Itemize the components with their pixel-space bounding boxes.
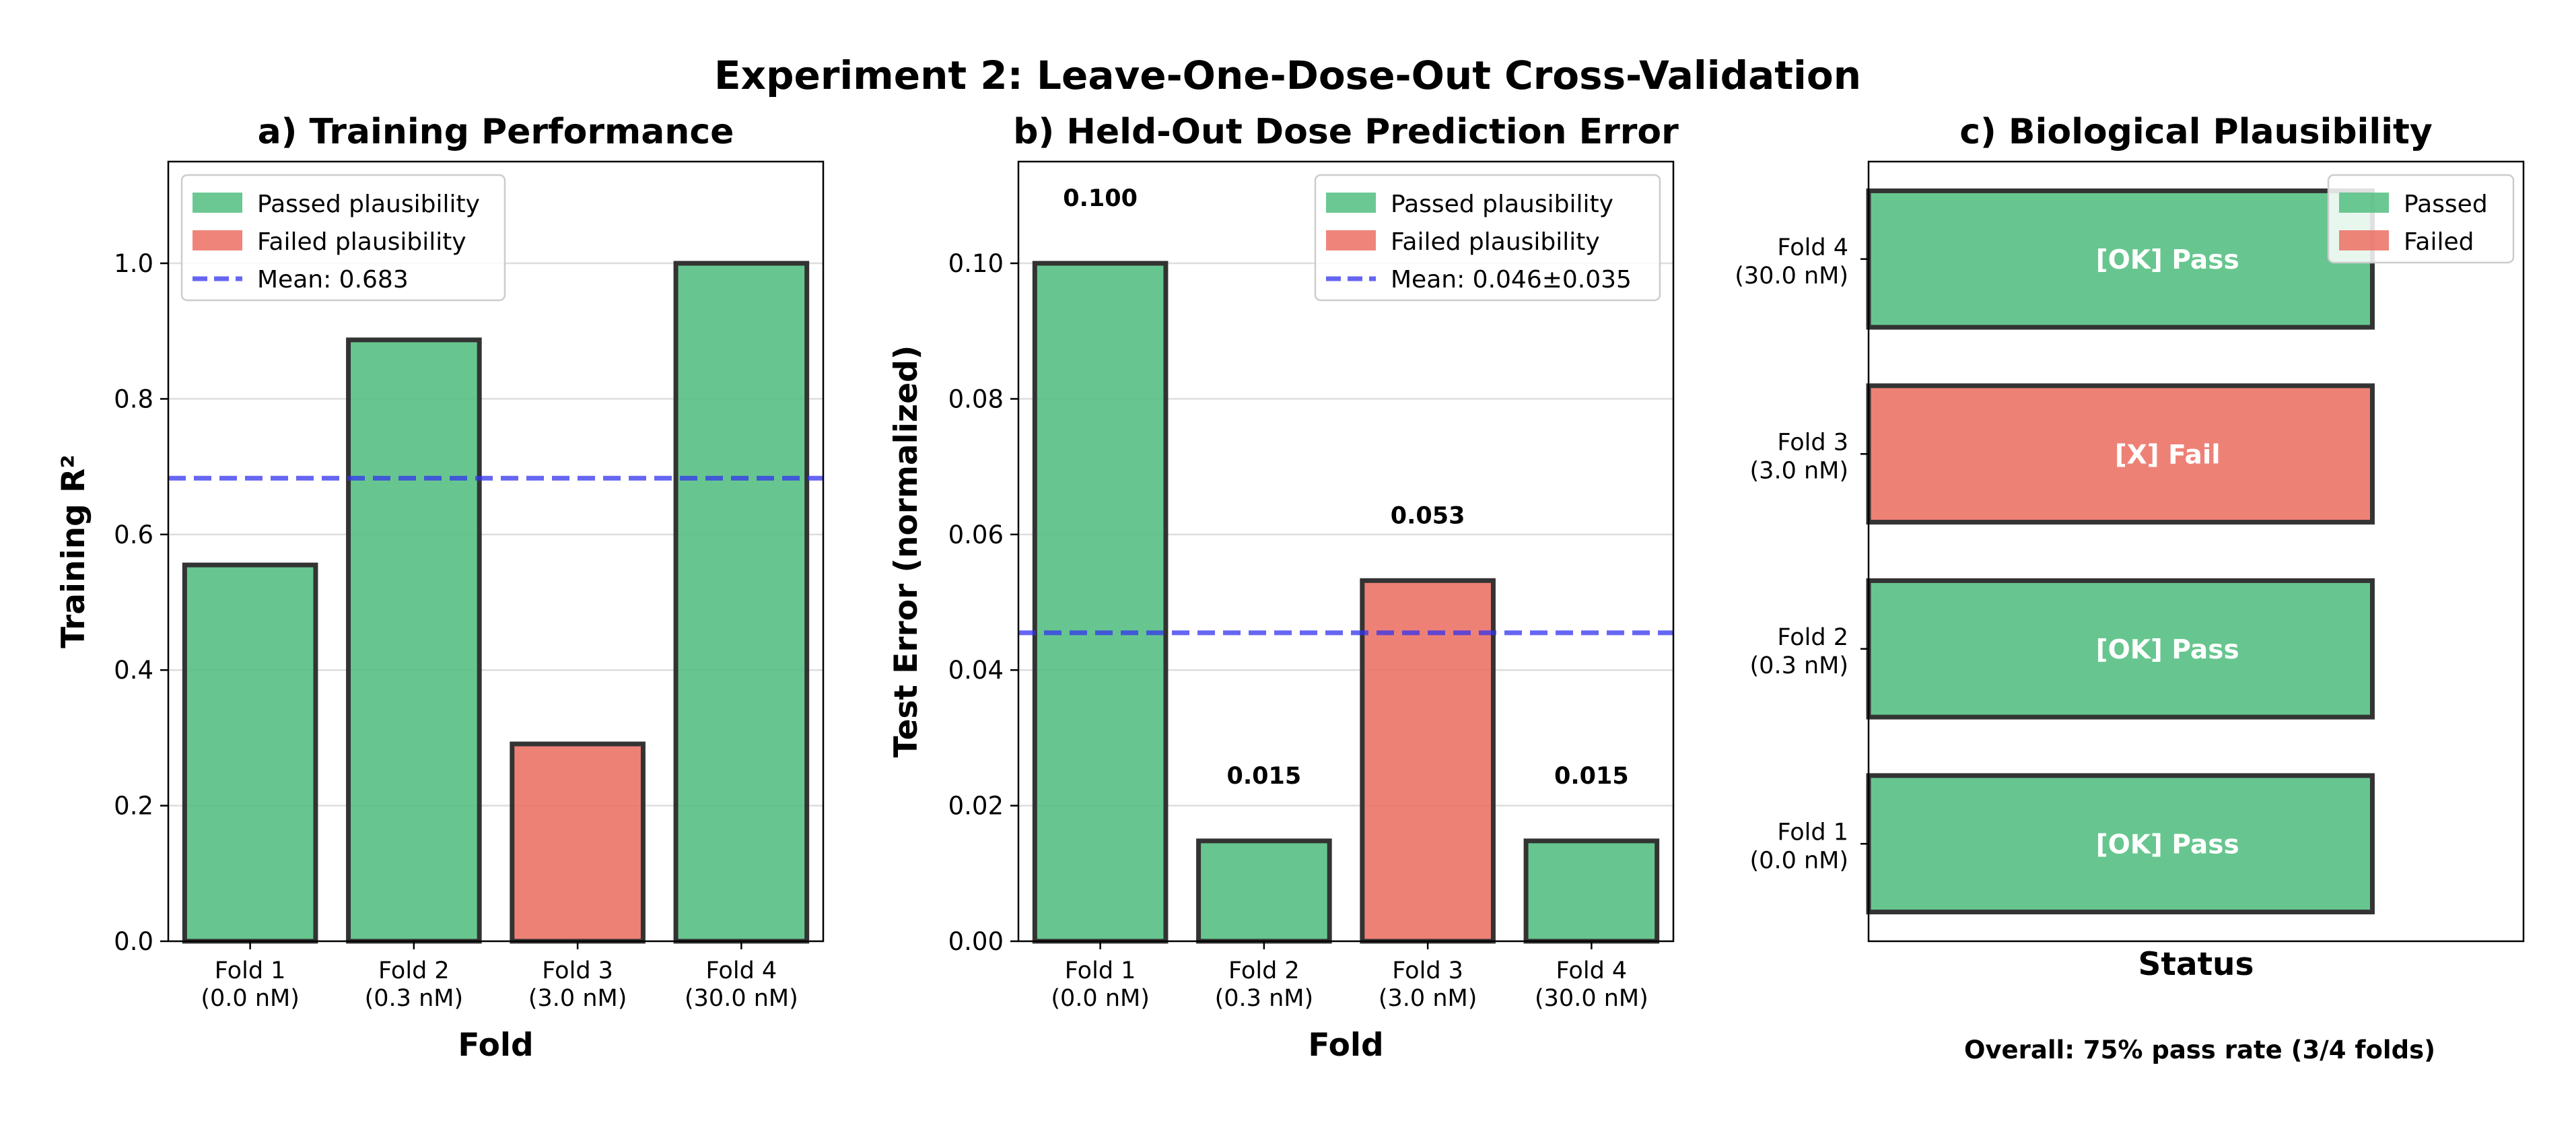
y-tick-label: 0.04 — [948, 656, 1004, 685]
bar — [510, 741, 646, 944]
legend-label-mean: Mean: 0.046±0.035 — [1391, 266, 1632, 294]
legend-label-passed: Passed — [2404, 191, 2488, 218]
bar — [673, 261, 810, 944]
y-tick-label: 0.10 — [948, 249, 1004, 278]
bar-value-label: 0.053 — [1391, 502, 1465, 529]
y-tick-label: 0.06 — [948, 520, 1004, 549]
panel-title: c) Biological Plausibility — [1959, 112, 2433, 152]
x-axis-label: Fold — [1308, 1027, 1383, 1064]
x-tick-label: (0.0 nM) — [201, 985, 299, 1012]
legend-swatch-passed — [1326, 193, 1376, 213]
y-tick-label: 0.2 — [114, 792, 153, 821]
bar-status-label: [OK] Pass — [2096, 829, 2239, 860]
panel-title: a) Training Performance — [258, 112, 734, 152]
x-tick-label: Fold 1 — [215, 957, 286, 984]
figure-suptitle: Experiment 2: Leave-One-Dose-Out Cross-V… — [714, 53, 1861, 98]
legend-label-failed: Failed — [2404, 228, 2474, 256]
y-tick-label: 0.8 — [114, 384, 153, 413]
legend-label-passed: Passed plausibility — [257, 191, 480, 218]
y-tick-label: 0.00 — [948, 927, 1004, 956]
y-tick-label: (30.0 nM) — [1735, 263, 1848, 290]
legend-swatch-failed — [2339, 230, 2389, 250]
y-axis-label: Test Error (normalized) — [888, 345, 925, 757]
x-tick-label: (0.3 nM) — [1215, 985, 1313, 1012]
x-axis-label: Status — [2138, 946, 2254, 983]
y-tick-label: Fold 1 — [1777, 819, 1848, 846]
x-tick-label: (0.3 nM) — [365, 985, 463, 1012]
x-tick-label: (30.0 nM) — [685, 985, 798, 1012]
panel-held-out-error: 0.100 0.015 0.053 0.015 0.00 0.02 0.04 0.06 0.08… — [888, 112, 1679, 1064]
bar — [1196, 838, 1332, 944]
x-tick-label: Fold 2 — [378, 957, 450, 984]
x-tick-label: Fold 1 — [1065, 957, 1136, 984]
legend-label-mean: Mean: 0.683 — [257, 266, 409, 294]
legend-swatch-failed — [193, 230, 242, 250]
panel-training-performance: 0.0 0.2 0.4 0.6 0.8 1.0 Fold 1(0.0 nM) Fold 2(0… — [55, 112, 825, 1064]
y-tick-label: (3.0 nM) — [1750, 457, 1848, 484]
x-axis-label: Fold — [458, 1027, 533, 1064]
legend-swatch-passed — [193, 193, 242, 213]
bar-status-label: [OK] Pass — [2096, 245, 2239, 275]
footnote: Overall: 75% pass rate (3/4 folds) — [1964, 1035, 2435, 1064]
bar — [182, 562, 318, 944]
x-tick-label: (3.0 nM) — [528, 985, 627, 1012]
x-tick-label: (3.0 nM) — [1379, 985, 1477, 1012]
bar — [1032, 261, 1169, 944]
axes-frame — [1867, 160, 2525, 943]
legend-box — [180, 174, 506, 302]
y-tick-label: 0.4 — [114, 656, 153, 685]
x-tick-label: Fold 2 — [1228, 957, 1300, 984]
legend-swatch-passed — [2339, 193, 2389, 213]
panel-title: b) Held-Out Dose Prediction Error — [1013, 112, 1679, 152]
y-tick-label: (0.3 nM) — [1750, 652, 1848, 679]
x-tick-label: Fold 4 — [1556, 957, 1628, 984]
legend-label-failed: Failed plausibility — [1391, 228, 1600, 256]
y-axis-label: Training R² — [55, 454, 92, 648]
legend-box — [1314, 174, 1661, 302]
bar-value-label: 0.100 — [1063, 185, 1138, 212]
axes-frame — [167, 160, 825, 943]
x-tick-label: (0.0 nM) — [1051, 985, 1149, 1012]
y-tick-label: (0.0 nM) — [1750, 847, 1848, 874]
y-tick-label: 0.0 — [114, 927, 153, 956]
bar-status-label: [OK] Pass — [2096, 635, 2239, 665]
y-tick-label: 0.6 — [114, 520, 153, 549]
x-tick-label: (30.0 nM) — [1535, 985, 1648, 1012]
bar-value-label: 0.015 — [1554, 763, 1629, 790]
bar — [1866, 383, 2375, 525]
x-tick-label: Fold 4 — [706, 957, 777, 984]
y-tick-label: 1.0 — [114, 249, 153, 278]
x-tick-label: Fold 3 — [542, 957, 613, 984]
legend-label-passed: Passed plausibility — [1391, 191, 1613, 218]
y-tick-label: Fold 4 — [1777, 234, 1848, 261]
bar — [1360, 578, 1496, 944]
bar — [1523, 838, 1660, 944]
bar — [1866, 578, 2375, 720]
x-tick-label: Fold 3 — [1392, 957, 1463, 984]
bar-status-label: [X] Fail — [2115, 440, 2221, 470]
y-tick-label: 0.02 — [948, 792, 1004, 821]
bar — [346, 337, 482, 944]
y-tick-label: Fold 2 — [1777, 624, 1848, 651]
y-tick-label: Fold 3 — [1777, 429, 1848, 456]
bar — [1866, 773, 2375, 915]
axes-frame — [1017, 160, 1675, 943]
panel-biological-plausibility: [OK] Pass [OK] Pass [X] Fail [OK] Pass Fold … — [1735, 112, 2525, 983]
legend-swatch-failed — [1326, 230, 1376, 250]
y-tick-label: 0.08 — [948, 384, 1004, 413]
bar-value-label: 0.015 — [1227, 763, 1302, 790]
legend-label-failed: Failed plausibility — [257, 228, 466, 256]
